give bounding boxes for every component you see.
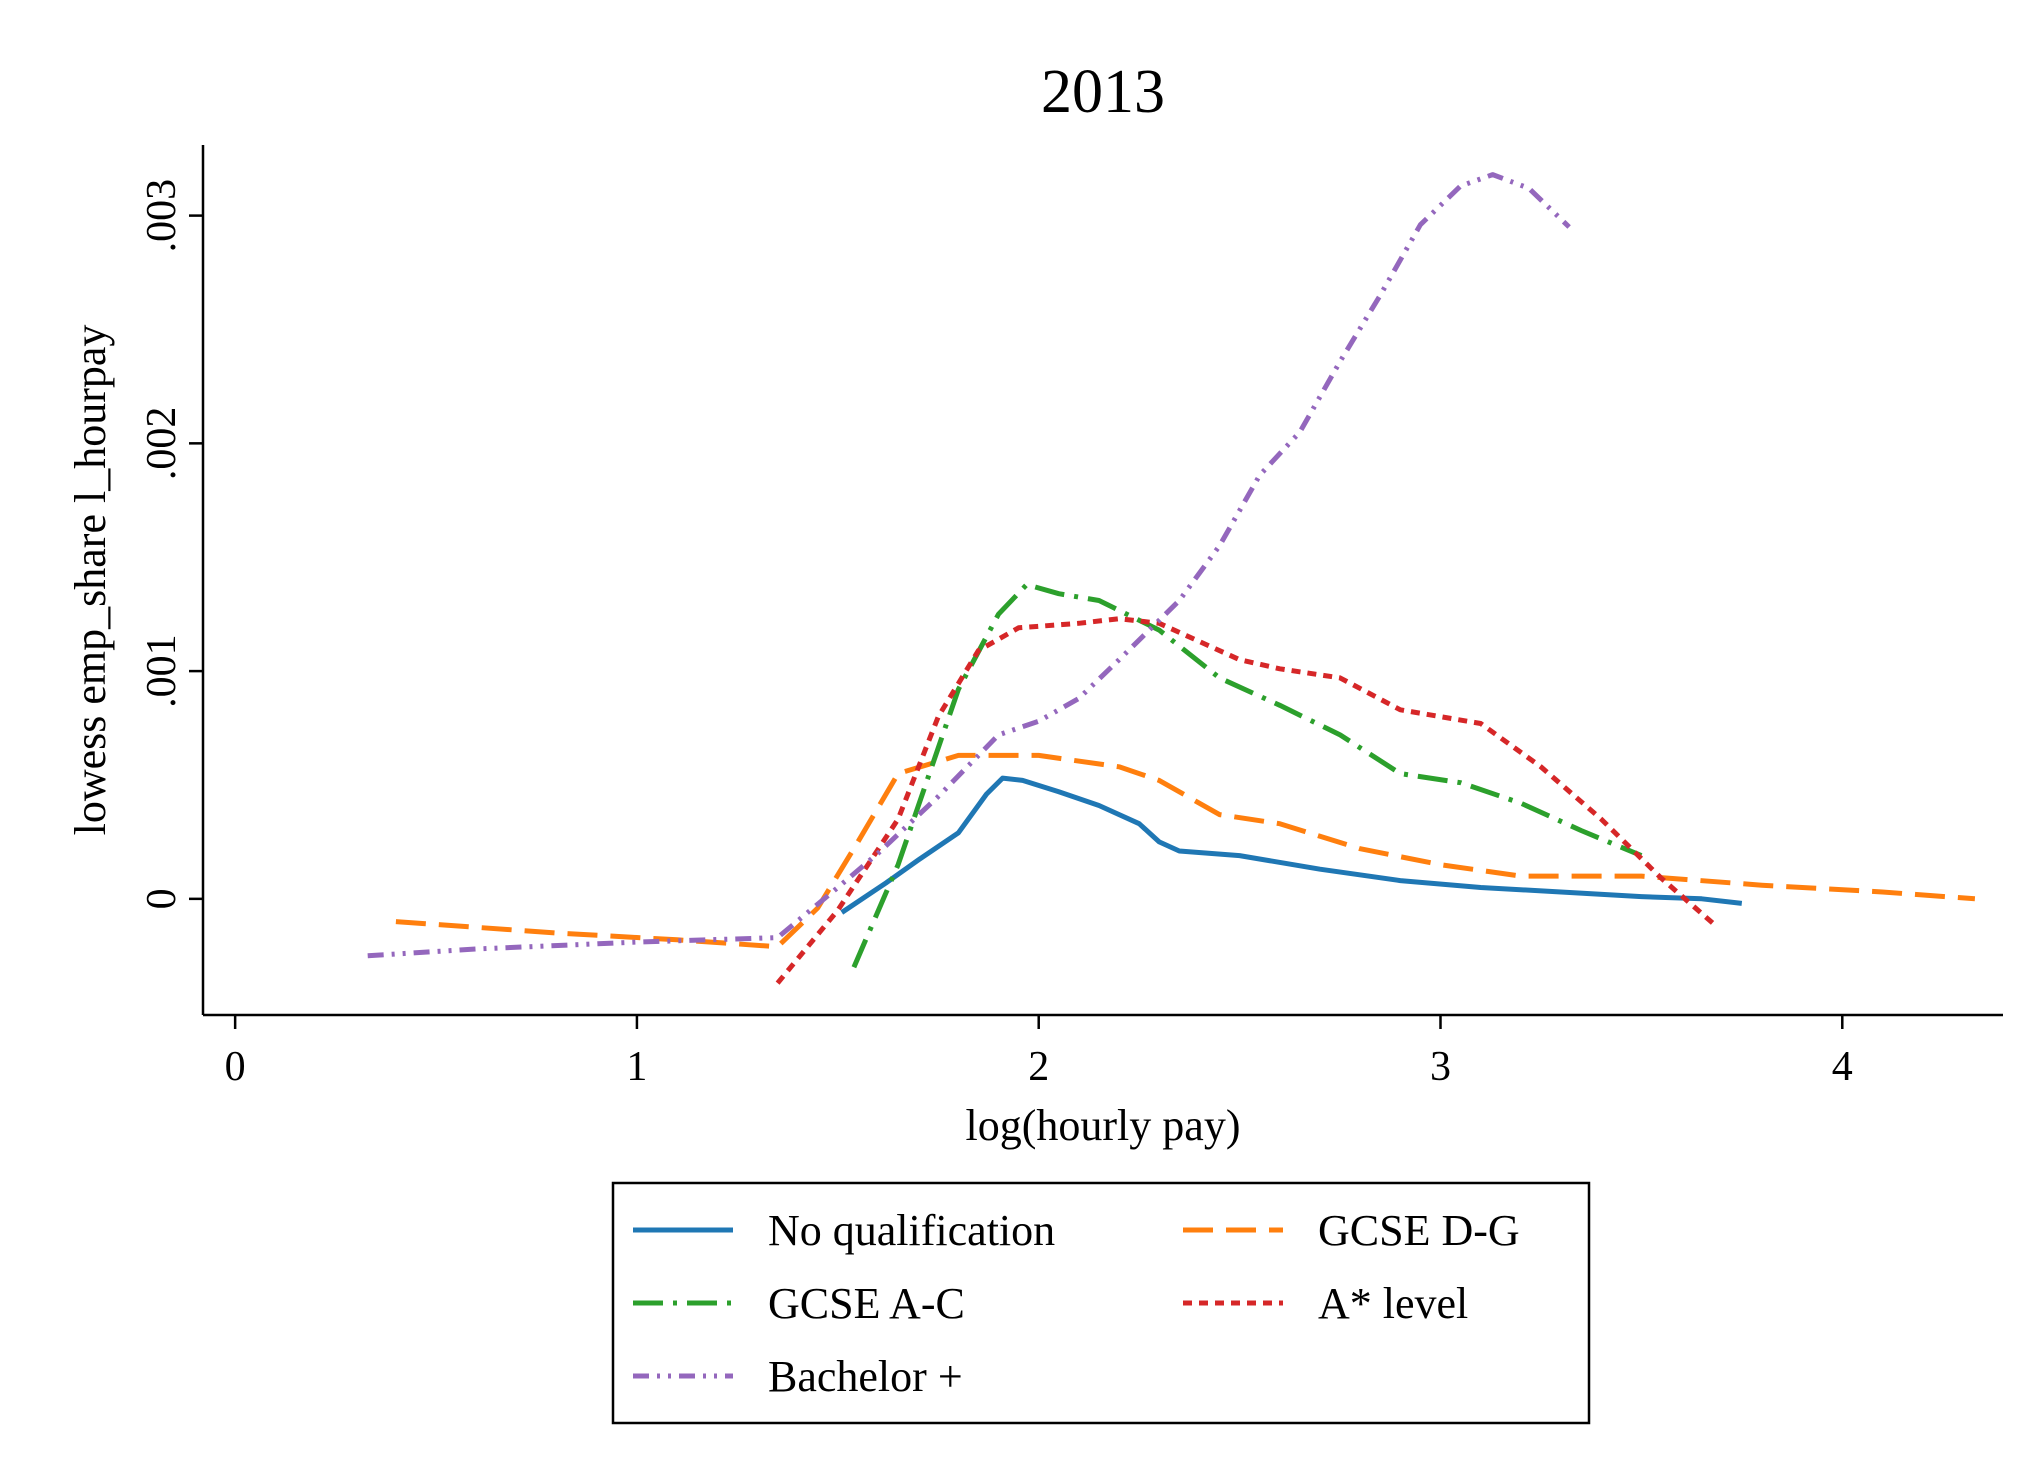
series-line [840,775,1743,915]
series-line [395,752,1976,950]
legend: No qualification GCSE D-G GCSE A-C A* level… [611,1181,1591,1425]
x-tick-label: 3 [1430,1044,1451,1090]
plot-area: 0 1 2 3 4 0 .001 .002 .003 [139,145,2003,1090]
legend-label: A* level [1318,1279,1468,1328]
y-ticks: 0 .001 .002 .003 [139,179,203,909]
x-axis-label: log(hourly pay) [966,1101,1241,1150]
series-line [775,616,1716,985]
legend-label: GCSE D-G [1318,1206,1520,1255]
series-line [851,582,1643,969]
y-tick-label: 0 [139,888,185,909]
legend-label: Bachelor + [768,1352,963,1401]
y-tick-label: .003 [139,179,185,253]
x-tick-label: 0 [225,1044,246,1090]
legend-label: GCSE A-C [768,1279,965,1328]
y-axis-label: lowess emp_share l_hourpay [66,325,115,836]
legend-label: No qualification [768,1206,1055,1255]
x-ticks: 0 1 2 3 4 [225,1015,1853,1090]
series-layer [367,172,1976,985]
x-tick-label: 1 [626,1044,647,1090]
legend-box [611,1181,1591,1425]
y-tick-label: .002 [139,407,185,481]
series-line [367,172,1571,959]
y-tick-label: .001 [139,634,185,708]
chart-title: 2013 [1041,58,1165,126]
x-tick-label: 4 [1832,1044,1853,1090]
x-tick-label: 2 [1028,1044,1049,1090]
